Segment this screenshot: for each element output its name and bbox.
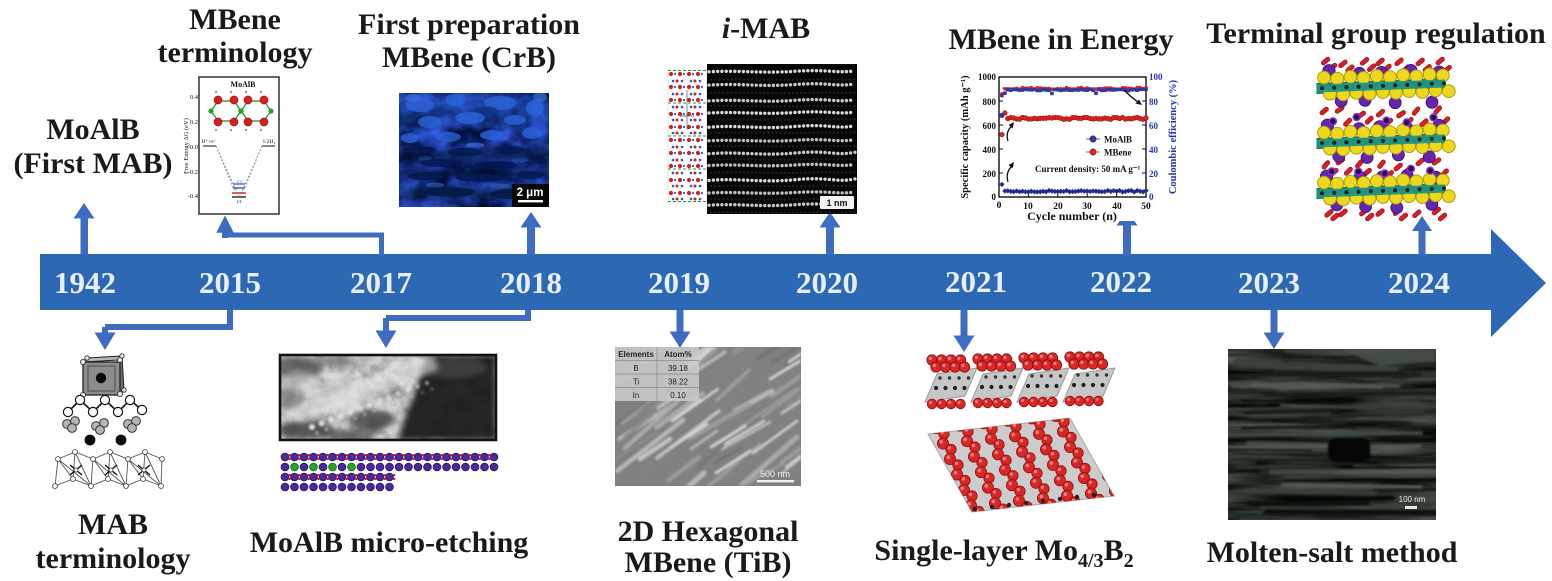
svg-text:Ti: Ti	[633, 378, 640, 387]
svg-text:2022: 2022	[1090, 264, 1152, 299]
svg-text:38.22: 38.22	[668, 378, 689, 387]
svg-text:i-MAB: i-MAB	[722, 12, 810, 45]
svg-text:2018: 2018	[500, 265, 562, 300]
svg-text:39.18: 39.18	[668, 364, 689, 373]
svg-text:-0.4: -0.4	[188, 193, 199, 200]
svg-text:MBene (TiB): MBene (TiB)	[625, 546, 792, 579]
svg-text:2D Hexagonal: 2D Hexagonal	[618, 515, 799, 548]
svg-text:40: 40	[1112, 202, 1122, 212]
svg-text:20: 20	[1149, 169, 1159, 179]
svg-text:(First MAB): (First MAB)	[13, 147, 172, 180]
svg-text:50: 50	[1141, 202, 1151, 212]
svg-text:20: 20	[1053, 202, 1063, 212]
svg-text:MBene in Energy: MBene in Energy	[949, 23, 1174, 56]
svg-text:2019: 2019	[648, 265, 710, 300]
svg-text:1942: 1942	[54, 265, 116, 300]
svg-text:1000: 1000	[978, 72, 997, 82]
svg-text:200: 200	[983, 169, 997, 179]
svg-text:2020: 2020	[796, 265, 858, 300]
svg-text:MoAlB micro-etching: MoAlB micro-etching	[250, 526, 529, 559]
svg-text:Terminal group regulation: Terminal group regulation	[1206, 17, 1546, 50]
svg-text:MoAlB: MoAlB	[231, 80, 257, 89]
svg-text:60: 60	[1149, 121, 1159, 131]
svg-text:Molten-salt method: Molten-salt method	[1207, 536, 1458, 569]
svg-text:2021: 2021	[945, 264, 1007, 299]
svg-text:1/1: 1/1	[236, 199, 242, 204]
svg-text:2 μm: 2 μm	[517, 187, 544, 199]
svg-text:400: 400	[983, 145, 997, 155]
svg-text:2024: 2024	[1388, 265, 1450, 300]
svg-text:2017: 2017	[350, 265, 412, 300]
svg-text:MBene: MBene	[189, 3, 281, 36]
svg-text:0.0: 0.0	[190, 144, 198, 151]
svg-text:H⁺+e⁻: H⁺+e⁻	[201, 138, 216, 145]
svg-text:40: 40	[1149, 145, 1159, 155]
svg-text:2x(m+n): 2x(m+n)	[680, 113, 695, 118]
svg-text:1/3: 1/3	[236, 179, 243, 184]
svg-text:terminology: terminology	[158, 36, 313, 69]
svg-text:0.10: 0.10	[670, 391, 686, 400]
svg-text:1 nm: 1 nm	[826, 198, 847, 208]
svg-text:100: 100	[1149, 72, 1163, 82]
svg-text:80: 80	[1149, 97, 1159, 107]
svg-text:0: 0	[1149, 192, 1154, 202]
svg-text:Specific capacity (mAh g⁻¹): Specific capacity (mAh g⁻¹)	[960, 75, 971, 199]
svg-text:MoAlB: MoAlB	[46, 113, 139, 146]
svg-text:terminology: terminology	[36, 542, 191, 575]
svg-text:MBene: MBene	[1104, 148, 1132, 158]
svg-text:10: 10	[1023, 202, 1033, 212]
svg-text:600: 600	[983, 121, 997, 131]
svg-text:0.4: 0.4	[190, 94, 199, 101]
svg-text:Current density: 50 mA g⁻¹: Current density: 50 mA g⁻¹	[1035, 164, 1141, 174]
svg-text:Atom%: Atom%	[664, 350, 692, 359]
svg-text:MAB: MAB	[78, 508, 148, 541]
svg-text:100 nm: 100 nm	[1399, 495, 1426, 504]
svg-text:-0.2: -0.2	[188, 169, 198, 176]
svg-text:1/2H₂: 1/2H₂	[263, 139, 276, 145]
svg-text:30: 30	[1082, 202, 1092, 212]
svg-text:0: 0	[992, 192, 997, 202]
svg-text:Elements: Elements	[618, 350, 654, 359]
svg-text:MoAlB: MoAlB	[1104, 135, 1132, 145]
svg-text:MBene (CrB): MBene (CrB)	[382, 41, 556, 74]
svg-text:Free Energy ΔG (eV): Free Energy ΔG (eV)	[183, 118, 190, 174]
svg-text:2023: 2023	[1238, 265, 1300, 300]
svg-text:800: 800	[983, 97, 997, 107]
svg-text:Cycle number (n): Cycle number (n)	[1027, 209, 1117, 223]
svg-text:0.2: 0.2	[190, 119, 198, 126]
svg-text:In: In	[633, 391, 640, 400]
svg-text:First preparation: First preparation	[358, 8, 580, 41]
svg-text:500 nm: 500 nm	[760, 469, 790, 479]
svg-text:Single-layer Mo4/3B2: Single-layer Mo4/3B2	[874, 534, 1133, 572]
svg-text:B: B	[633, 364, 638, 373]
svg-text:2015: 2015	[199, 265, 261, 300]
svg-text:0: 0	[997, 201, 1002, 211]
svg-text:Coulombic efficiency (%): Coulombic efficiency (%)	[1168, 79, 1179, 194]
